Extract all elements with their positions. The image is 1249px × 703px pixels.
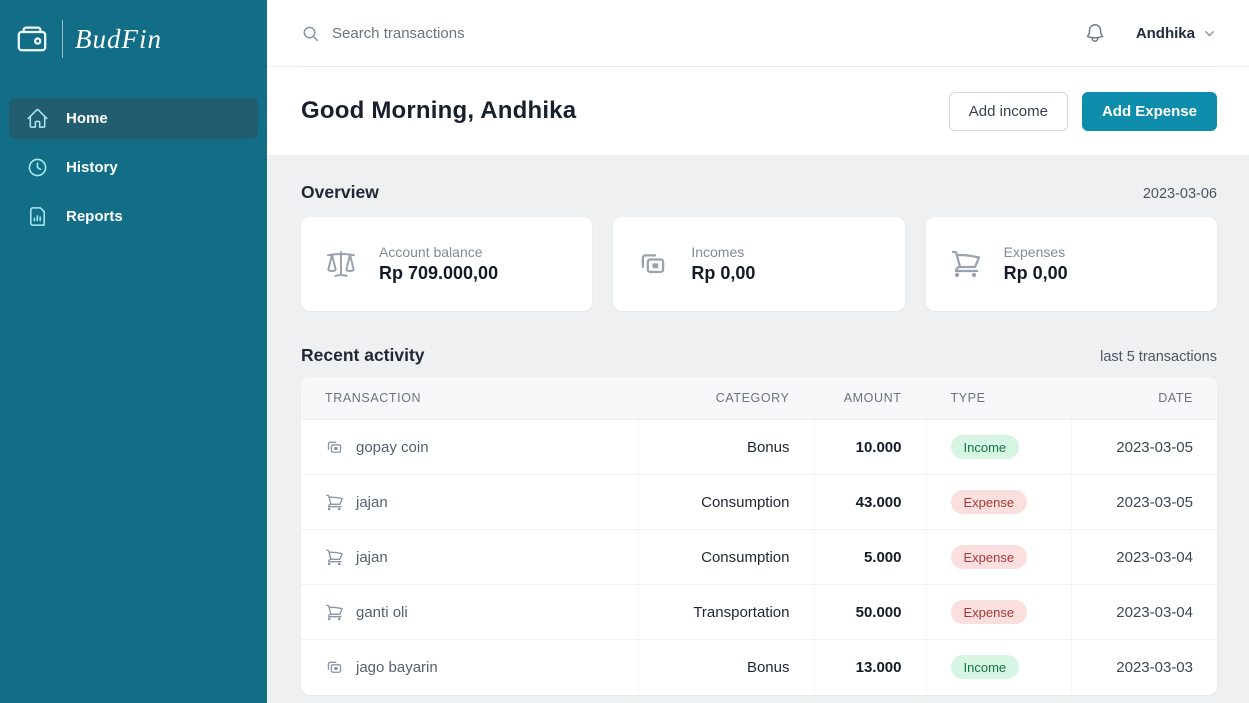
brand-name: BudFin [75, 23, 162, 54]
card-value: Rp 0,00 [691, 263, 756, 283]
transaction-category: Bonus [637, 419, 814, 475]
search-input[interactable] [332, 24, 652, 42]
transaction-date: 2023-03-03 [1070, 639, 1217, 695]
card-value: Rp 709.000,00 [379, 263, 499, 283]
banknotes-icon [325, 438, 344, 457]
main-area: Andhika Good Morning, Andhika Add income… [267, 0, 1249, 703]
sidebar-item-label: Home [66, 110, 108, 127]
type-badge: Income [950, 435, 1020, 459]
card-label: Account balance [379, 244, 483, 260]
transaction-category: Consumption [637, 529, 814, 585]
add-expense-button[interactable]: Add Expense [1081, 91, 1217, 131]
transaction-category: Consumption [637, 474, 814, 530]
topbar-divider [301, 66, 1217, 67]
transactions-table: Transaction Category Amount Type Date go… [301, 377, 1217, 695]
table-row[interactable]: jajan Consumption 43.000 Expense 2023-03… [301, 474, 1217, 530]
add-income-button[interactable]: Add income [948, 91, 1068, 131]
sidebar-item-label: Reports [66, 208, 123, 225]
type-badge: Expense [950, 600, 1028, 624]
transaction-category: Bonus [637, 639, 814, 695]
transaction-amount: 50.000 [813, 584, 926, 640]
account-balance-card: Account balance Rp 709.000,00 [301, 217, 593, 311]
table-header-row: Transaction Category Amount Type Date [301, 377, 1217, 420]
transaction-date: 2023-03-05 [1070, 474, 1217, 530]
cart-icon [325, 548, 344, 567]
transaction-name: jago bayarin [356, 658, 438, 676]
transaction-date: 2023-03-04 [1070, 584, 1217, 640]
col-transaction: Transaction [301, 377, 638, 420]
card-label: Expenses [1003, 244, 1066, 260]
transaction-name: jajan [356, 548, 388, 566]
transaction-date: 2023-03-04 [1070, 529, 1217, 585]
search-bar [301, 24, 1084, 43]
sidebar-item-home[interactable]: Home [9, 98, 258, 139]
content: Overview 2023-03-06 Account balance Rp 7… [267, 155, 1249, 703]
banknotes-icon [637, 248, 669, 280]
cart-icon [325, 493, 344, 512]
incomes-card: Incomes Rp 0,00 [613, 217, 905, 311]
recent-activity-subtitle: last 5 transactions [1100, 349, 1217, 365]
clock-icon [26, 156, 49, 179]
scale-icon [325, 248, 357, 280]
sidebar: BudFin Home History Reports [0, 0, 267, 703]
page-title: Good Morning, Andhika [301, 97, 577, 124]
overview-header: Overview 2023-03-06 [301, 182, 1217, 203]
transaction-amount: 10.000 [813, 419, 926, 475]
recent-activity-title: Recent activity [301, 345, 425, 365]
app-logo: BudFin [0, 0, 267, 76]
sidebar-nav: Home History Reports [0, 98, 267, 237]
transaction-name: jajan [356, 493, 388, 511]
transaction-amount: 43.000 [813, 474, 926, 530]
col-amount: Amount [813, 377, 926, 420]
col-date: Date [1070, 377, 1217, 420]
search-icon [301, 24, 320, 43]
sidebar-item-reports[interactable]: Reports [9, 196, 258, 237]
banknotes-icon [325, 658, 344, 677]
bell-icon[interactable] [1084, 22, 1106, 44]
cart-icon [325, 603, 344, 622]
overview-title: Overview [301, 182, 379, 202]
type-badge: Income [950, 655, 1020, 680]
recent-activity-header: Recent activity last 5 transactions [301, 345, 1217, 366]
transaction-category: Transportation [637, 584, 814, 640]
transaction-name: gopay coin [356, 438, 429, 456]
sidebar-item-label: History [66, 159, 118, 176]
transactions-table-card: Transaction Category Amount Type Date go… [301, 377, 1217, 695]
cart-icon [950, 248, 982, 280]
card-label: Incomes [691, 244, 745, 260]
overview-cards: Account balance Rp 709.000,00 Incomes Rp… [301, 217, 1217, 311]
col-category: Category [637, 377, 814, 420]
table-row[interactable]: jajan Consumption 5.000 Expense 2023-03-… [301, 529, 1217, 585]
col-type: Type [925, 377, 1071, 420]
transaction-date: 2023-03-05 [1070, 419, 1217, 475]
table-row[interactable]: gopay coin Bonus 10.000 Income 2023-03-0… [301, 419, 1217, 475]
transaction-name: ganti oli [356, 603, 408, 621]
type-badge: Expense [950, 545, 1028, 569]
expenses-card: Expenses Rp 0,00 [925, 217, 1217, 311]
report-icon [26, 205, 49, 228]
chevron-down-icon [1202, 26, 1217, 41]
overview-date: 2023-03-06 [1142, 186, 1217, 202]
user-name: Andhika [1135, 24, 1195, 42]
sidebar-item-history[interactable]: History [9, 147, 258, 188]
transaction-amount: 13.000 [813, 639, 926, 695]
header-buttons: Add income Add Expense [948, 91, 1217, 131]
wallet-icon [14, 21, 50, 57]
table-row[interactable]: ganti oli Transportation 50.000 Expense … [301, 584, 1217, 640]
user-menu[interactable]: Andhika [1136, 25, 1217, 42]
home-icon [26, 107, 49, 130]
type-badge: Expense [950, 490, 1028, 514]
transaction-amount: 5.000 [813, 529, 926, 585]
greeting-row: Good Morning, Andhika Add income Add Exp… [267, 67, 1249, 155]
logo-divider [62, 20, 63, 58]
card-value: Rp 0,00 [1003, 263, 1068, 283]
table-row[interactable]: jago bayarin Bonus 13.000 Income 2023-03… [301, 639, 1217, 695]
topbar: Andhika [267, 0, 1249, 66]
